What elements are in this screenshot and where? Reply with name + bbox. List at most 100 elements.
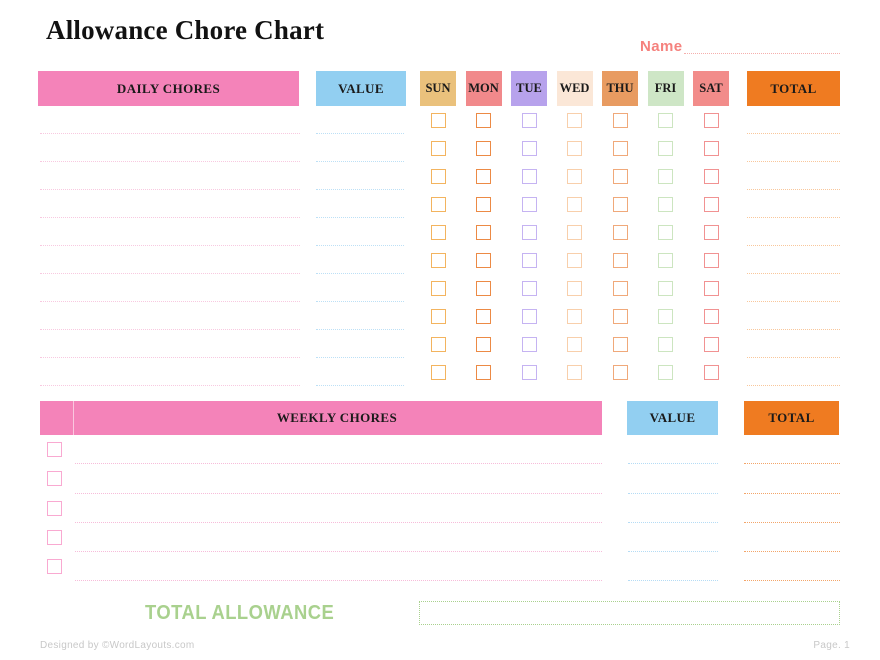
weekly-checkbox[interactable]: [47, 530, 62, 546]
weekly-value-input-line[interactable]: [628, 464, 718, 494]
weekly-chore-input-line[interactable]: [75, 464, 602, 494]
daily-checkbox-sat[interactable]: [703, 252, 719, 268]
daily-checkbox-wed[interactable]: [567, 364, 582, 380]
daily-checkbox-sun[interactable]: [430, 224, 446, 240]
daily-checkbox-mon[interactable]: [476, 196, 491, 212]
daily-checkbox-wed[interactable]: [567, 224, 582, 240]
daily-checkbox-fri[interactable]: [658, 252, 673, 268]
weekly-checkbox[interactable]: [47, 500, 62, 516]
daily-checkbox-sat[interactable]: [703, 336, 719, 352]
weekly-value-input-line[interactable]: [628, 552, 718, 582]
daily-checkbox-sun[interactable]: [430, 140, 446, 156]
daily-checkbox-thu[interactable]: [612, 112, 628, 128]
daily-checkbox-fri[interactable]: [658, 280, 673, 296]
daily-chore-input-line[interactable]: [40, 134, 300, 162]
weekly-total-input-line[interactable]: [744, 552, 840, 582]
daily-checkbox-fri[interactable]: [658, 168, 673, 184]
daily-checkbox-mon[interactable]: [476, 112, 491, 128]
daily-chore-input-line[interactable]: [40, 190, 300, 218]
daily-total-input-line[interactable]: [747, 274, 840, 302]
daily-value-input-line[interactable]: [316, 134, 404, 162]
daily-checkbox-thu[interactable]: [612, 196, 628, 212]
weekly-total-input-line[interactable]: [744, 435, 840, 465]
weekly-checkbox[interactable]: [47, 442, 62, 458]
daily-checkbox-wed[interactable]: [567, 280, 582, 296]
daily-checkbox-sat[interactable]: [703, 224, 719, 240]
daily-checkbox-wed[interactable]: [567, 336, 582, 352]
daily-checkbox-fri[interactable]: [658, 224, 673, 240]
daily-checkbox-thu[interactable]: [612, 252, 628, 268]
daily-total-input-line[interactable]: [747, 330, 840, 358]
daily-checkbox-mon[interactable]: [476, 252, 491, 268]
daily-chore-input-line[interactable]: [40, 358, 300, 386]
daily-checkbox-fri[interactable]: [658, 112, 673, 128]
daily-checkbox-sun[interactable]: [430, 112, 446, 128]
daily-checkbox-wed[interactable]: [567, 140, 582, 156]
daily-checkbox-thu[interactable]: [612, 308, 628, 324]
daily-checkbox-sat[interactable]: [703, 364, 719, 380]
daily-checkbox-sun[interactable]: [430, 196, 446, 212]
daily-total-input-line[interactable]: [747, 134, 840, 162]
daily-checkbox-sat[interactable]: [703, 112, 719, 128]
daily-checkbox-sat[interactable]: [703, 140, 719, 156]
daily-value-input-line[interactable]: [316, 162, 404, 190]
weekly-checkbox[interactable]: [47, 559, 62, 575]
weekly-chore-input-line[interactable]: [75, 435, 602, 465]
daily-checkbox-thu[interactable]: [612, 140, 628, 156]
daily-total-input-line[interactable]: [747, 218, 840, 246]
daily-checkbox-sat[interactable]: [703, 308, 719, 324]
daily-total-input-line[interactable]: [747, 162, 840, 190]
daily-checkbox-mon[interactable]: [476, 308, 491, 324]
daily-checkbox-sat[interactable]: [703, 196, 719, 212]
daily-value-input-line[interactable]: [316, 274, 404, 302]
daily-chore-input-line[interactable]: [40, 302, 300, 330]
daily-checkbox-fri[interactable]: [658, 308, 673, 324]
daily-checkbox-tue[interactable]: [521, 196, 537, 212]
daily-checkbox-mon[interactable]: [476, 364, 491, 380]
daily-value-input-line[interactable]: [316, 358, 404, 386]
daily-checkbox-tue[interactable]: [521, 112, 537, 128]
daily-checkbox-sat[interactable]: [703, 280, 719, 296]
daily-checkbox-wed[interactable]: [567, 196, 582, 212]
daily-chore-input-line[interactable]: [40, 162, 300, 190]
daily-chore-input-line[interactable]: [40, 106, 300, 134]
daily-checkbox-thu[interactable]: [612, 364, 628, 380]
daily-value-input-line[interactable]: [316, 218, 404, 246]
daily-checkbox-thu[interactable]: [612, 224, 628, 240]
daily-checkbox-fri[interactable]: [658, 140, 673, 156]
daily-value-input-line[interactable]: [316, 302, 404, 330]
weekly-total-input-line[interactable]: [744, 494, 840, 523]
daily-checkbox-mon[interactable]: [476, 140, 491, 156]
daily-total-input-line[interactable]: [747, 246, 840, 274]
daily-chore-input-line[interactable]: [40, 218, 300, 246]
daily-checkbox-sun[interactable]: [430, 308, 446, 324]
daily-checkbox-tue[interactable]: [521, 168, 537, 184]
weekly-value-input-line[interactable]: [628, 523, 718, 553]
daily-checkbox-sun[interactable]: [430, 336, 446, 352]
daily-checkbox-thu[interactable]: [612, 280, 628, 296]
daily-checkbox-tue[interactable]: [521, 280, 537, 296]
daily-checkbox-tue[interactable]: [521, 336, 537, 352]
weekly-total-input-line[interactable]: [744, 464, 840, 494]
daily-total-input-line[interactable]: [747, 302, 840, 330]
daily-total-input-line[interactable]: [747, 106, 840, 134]
weekly-chore-input-line[interactable]: [75, 523, 602, 553]
daily-checkbox-fri[interactable]: [658, 364, 673, 380]
weekly-value-input-line[interactable]: [628, 494, 718, 523]
daily-checkbox-sun[interactable]: [430, 252, 446, 268]
daily-checkbox-tue[interactable]: [521, 252, 537, 268]
daily-checkbox-thu[interactable]: [612, 168, 628, 184]
daily-checkbox-mon[interactable]: [476, 336, 491, 352]
weekly-total-input-line[interactable]: [744, 523, 840, 553]
daily-checkbox-tue[interactable]: [521, 364, 537, 380]
daily-chore-input-line[interactable]: [40, 246, 300, 274]
weekly-value-input-line[interactable]: [628, 435, 718, 465]
daily-value-input-line[interactable]: [316, 246, 404, 274]
total-allowance-input-box[interactable]: [419, 601, 840, 625]
daily-checkbox-wed[interactable]: [567, 252, 582, 268]
daily-checkbox-mon[interactable]: [476, 224, 491, 240]
daily-checkbox-sun[interactable]: [430, 364, 446, 380]
weekly-chore-input-line[interactable]: [75, 494, 602, 523]
daily-checkbox-sat[interactable]: [703, 168, 719, 184]
daily-checkbox-tue[interactable]: [521, 308, 537, 324]
